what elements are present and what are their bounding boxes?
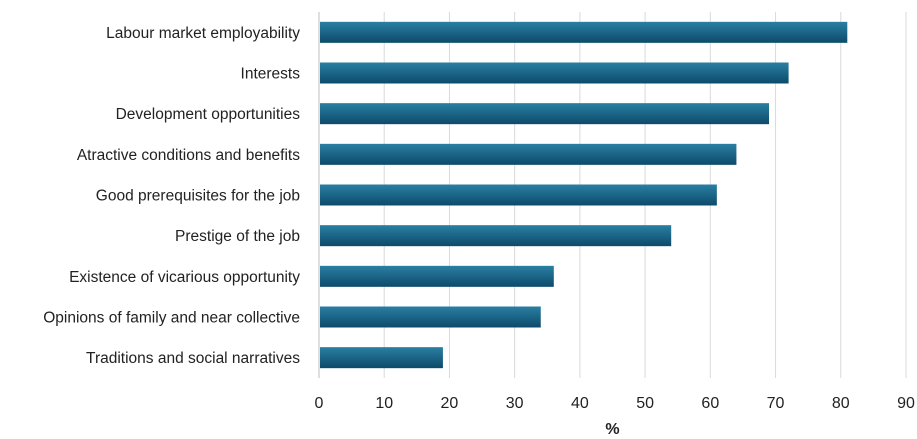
x-axis-tick-labels: 0 10 20 30 40 50 60 70 80 90	[315, 395, 915, 412]
bar	[320, 21, 848, 43]
bar	[320, 306, 541, 328]
category-label: Development opportunities	[116, 106, 301, 123]
x-tick-label: 50	[636, 395, 654, 412]
bar	[320, 347, 443, 369]
bar	[320, 184, 717, 206]
bar	[320, 103, 770, 125]
x-tick-label: 0	[315, 395, 324, 412]
bar	[320, 225, 672, 247]
bars	[320, 21, 848, 369]
x-tick-label: 80	[832, 395, 850, 412]
x-tick-label: 30	[506, 395, 524, 412]
x-tick-label: 90	[897, 395, 915, 412]
bar	[320, 62, 789, 84]
x-tick-label: 70	[767, 395, 785, 412]
category-label: Opinions of family and near collective	[43, 310, 300, 327]
category-label: Atractive conditions and benefits	[77, 147, 300, 164]
x-tick-label: 20	[441, 395, 459, 412]
category-label: Labour market employability	[106, 25, 300, 42]
category-label: Existence of vicarious opportunity	[69, 269, 300, 286]
category-label: Prestige of the job	[175, 228, 300, 245]
x-tick-label: 40	[571, 395, 589, 412]
category-label: Interests	[241, 66, 301, 83]
x-axis-title: %	[605, 421, 619, 438]
bar	[320, 265, 554, 287]
category-label: Good prerequisites for the job	[96, 188, 300, 205]
x-tick-label: 10	[375, 395, 393, 412]
category-labels: Labour market employability Interests Deve…	[43, 25, 300, 367]
category-label: Traditions and social narratives	[86, 350, 300, 367]
bar	[320, 143, 737, 165]
x-tick-label: 60	[701, 395, 719, 412]
